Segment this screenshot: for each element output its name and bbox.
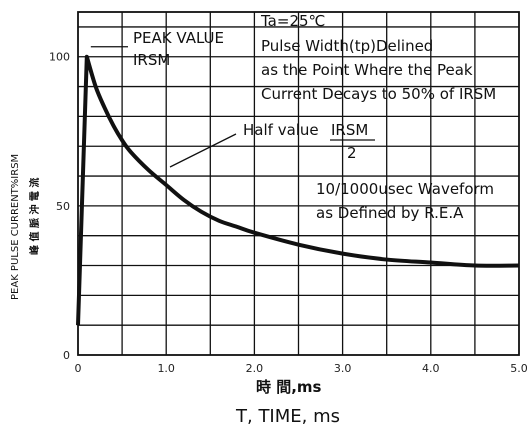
- conditions-line-3: as the Point Where the Peak: [261, 61, 473, 79]
- x-tick-label: 3.0: [334, 362, 352, 375]
- series-group: [76, 54, 520, 326]
- plot-frame: [77, 11, 520, 356]
- waveform-series-line: [76, 54, 520, 326]
- conditions-line-1: Ta=25℃: [260, 12, 325, 30]
- conditions-line-4: Current Decays to 50% of IRSM: [261, 85, 496, 103]
- waveform-line-1: 10/1000usec Waveform: [316, 180, 494, 198]
- half-value-denominator: 2: [347, 144, 357, 162]
- waveform-line-2: as Defined by R.E.A: [316, 204, 464, 222]
- conditions-line-2: Pulse Width(tp)Delined: [261, 37, 433, 55]
- half-value-label: Half value: [243, 121, 319, 139]
- x-axis-label: T, TIME, ms: [235, 406, 340, 427]
- half-value-leader-line: [169, 133, 237, 168]
- x-tick-label: 0: [75, 362, 82, 375]
- x-tick-labels: 0 1.0 2.0 3.0 4.0 5.0: [75, 362, 528, 375]
- y-tick-label: 100: [49, 51, 70, 64]
- x-tick-label: 2.0: [246, 362, 264, 375]
- y-tick-label: 50: [56, 200, 70, 213]
- half-value-numerator: IRSM: [331, 121, 368, 139]
- y-axis-label-cn: 峰 值 脈 沖 電 流: [28, 178, 41, 255]
- x-axis-label-cn: 時 間,ms: [256, 378, 322, 396]
- axes: [77, 11, 520, 356]
- peak-irsm-label: IRSM: [133, 51, 170, 69]
- x-tick-label: 1.0: [157, 362, 175, 375]
- x-tick-label: 5.0: [510, 362, 528, 375]
- y-tick-labels: 0 50 100: [49, 51, 70, 362]
- y-tick-label: 0: [63, 349, 70, 362]
- x-tick-label: 4.0: [422, 362, 440, 375]
- peak-value-label: PEAK VALUE: [133, 29, 224, 47]
- grid: [78, 12, 519, 355]
- y-axis-label: PEAK PULSE CURRENT%IRSM: [10, 154, 21, 300]
